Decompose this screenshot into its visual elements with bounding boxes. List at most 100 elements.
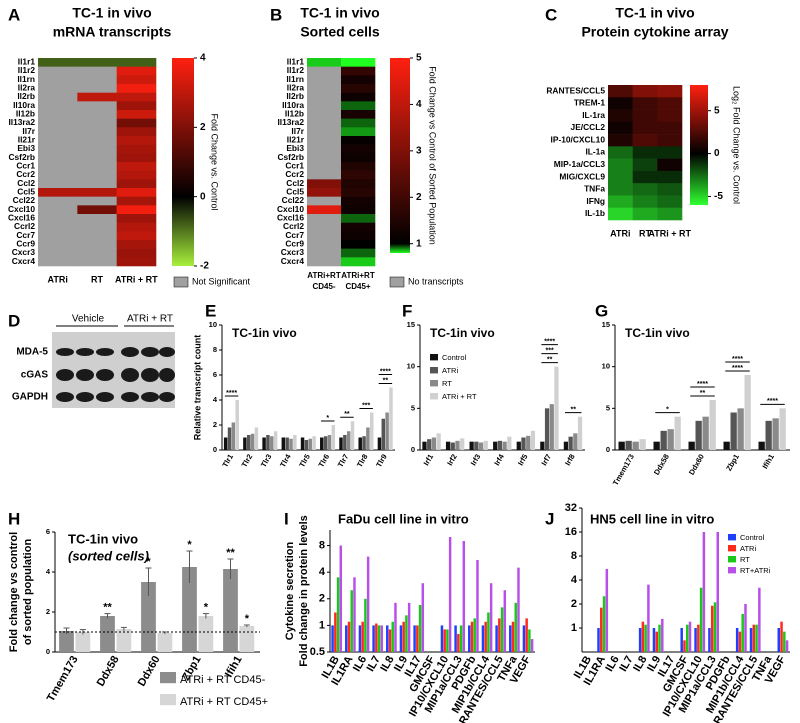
heatmap-cell: [341, 101, 376, 111]
heatmap-cell: [307, 153, 342, 163]
heatmap-cell: [38, 58, 78, 67]
heatmap-cell: [116, 231, 157, 241]
heatmap-cell: [38, 66, 78, 76]
row-label: Il1r1: [18, 57, 36, 67]
significance-label: ****: [226, 390, 237, 397]
bar: [450, 442, 455, 450]
heatmap-cell: [632, 134, 658, 147]
significance-label: *: [146, 556, 151, 568]
heatmap-cell: [38, 196, 78, 206]
row-label: TNFa: [584, 184, 605, 194]
legend-label: RT: [740, 555, 750, 564]
heatmap-cell: [77, 222, 117, 232]
heatmap-cell: [77, 118, 117, 128]
x-tick-label: Ifih1: [760, 452, 776, 470]
y-tick-label: 1: [319, 619, 325, 631]
bar: [459, 625, 463, 652]
heatmap-cell: [341, 188, 376, 197]
bar: [380, 625, 384, 652]
legend-swatch: [160, 694, 176, 706]
row-label: Ccr7: [16, 230, 35, 240]
bar: [655, 631, 658, 652]
heatmap-cell: [307, 144, 342, 154]
bar: [407, 602, 411, 652]
panel-letter: E: [205, 301, 216, 320]
row-label: Ccl5: [286, 187, 304, 197]
colorbar-tick-label: 2: [200, 122, 206, 133]
y-tick-label: 6: [46, 527, 50, 536]
bar: [667, 429, 674, 450]
significance-label: **: [700, 390, 706, 397]
panel-letter: D: [8, 311, 20, 330]
bar: [708, 628, 711, 652]
colorbar: [690, 85, 708, 205]
panel-subtitle: Protein cytokine array: [581, 24, 728, 40]
row-label: JE/CCL2: [571, 122, 606, 132]
heatmap-cell: [116, 170, 157, 180]
bar: [709, 400, 716, 450]
bar: [686, 624, 689, 652]
column-label: ATRi: [610, 228, 630, 238]
heatmap-cell: [608, 183, 633, 196]
heatmap-cell: [307, 248, 342, 258]
row-label: Il1rn: [17, 74, 35, 84]
bar: [308, 438, 312, 450]
heatmap-cell: [657, 109, 683, 123]
row-label: RANTES/CCL5: [546, 85, 605, 95]
x-tick-label: Irf2: [445, 452, 459, 467]
legend-label: ATRi + RT: [442, 392, 477, 401]
heatmap-cell: [341, 84, 376, 93]
bar: [772, 418, 779, 450]
heatmap-cell: [116, 118, 157, 128]
row-label: Ccl5: [17, 187, 35, 197]
row-label: Ccl2: [286, 178, 304, 188]
row-label: Csf2rb: [277, 152, 304, 162]
row-label: Il7r: [291, 126, 304, 136]
bar: [660, 430, 667, 450]
column-label: RT: [639, 228, 651, 238]
panel-title: FaDu cell line in vitro: [338, 511, 469, 526]
heatmap-cell: [608, 85, 633, 98]
y-axis-label: Relative transcript count: [192, 335, 202, 441]
bar: [602, 596, 606, 652]
bar: [389, 387, 393, 450]
bar: [312, 436, 316, 450]
bar: [331, 625, 334, 652]
heatmap-cell: [38, 127, 78, 137]
bar: [285, 437, 289, 450]
heatmap-cell: [307, 101, 342, 111]
bar: [157, 633, 173, 652]
bar: [653, 441, 660, 450]
heatmap-cell: [608, 207, 633, 221]
heatmap-cell: [632, 85, 658, 98]
y-tick-label: 8: [213, 345, 217, 354]
null-swatch: [173, 276, 189, 288]
panel-title: TC-1in vivo: [430, 326, 495, 340]
significance-label: **: [570, 407, 576, 414]
heatmap-cell: [38, 75, 78, 85]
row-label: Ccr2: [285, 169, 304, 179]
y-tick-label: 2: [213, 420, 217, 429]
bar: [235, 400, 239, 450]
row-label: Il21r: [18, 135, 36, 145]
significance-label: ****: [732, 356, 743, 363]
bar: [783, 631, 786, 652]
heatmap-cell: [657, 97, 683, 110]
bar: [386, 625, 389, 652]
legend-swatch: [430, 393, 438, 400]
y-tick-label: 0.5: [310, 646, 325, 658]
row-label: Csf2rb: [8, 152, 35, 162]
heatmap-cell: [657, 121, 683, 135]
y-tick-label: 2: [319, 593, 325, 605]
y-tick-label: 2: [571, 598, 577, 610]
bar: [418, 605, 422, 652]
bar: [454, 625, 457, 652]
bar: [674, 416, 681, 450]
heatmap-cell: [116, 92, 157, 102]
x-tick-label: Tmem173: [611, 452, 636, 486]
bar: [385, 412, 389, 450]
bar: [528, 629, 531, 652]
bar: [530, 639, 534, 652]
x-tick-label: Irf8: [563, 452, 577, 467]
row-label: Cxcl16: [277, 213, 304, 223]
